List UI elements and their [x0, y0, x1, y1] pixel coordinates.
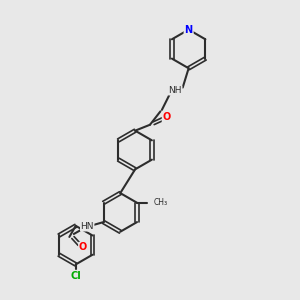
Text: N: N [184, 25, 193, 34]
Text: Cl: Cl [70, 271, 81, 281]
Text: NH: NH [169, 86, 182, 95]
Text: CH₃: CH₃ [153, 198, 167, 207]
Text: O: O [162, 112, 170, 122]
Text: HN: HN [80, 222, 94, 231]
Text: O: O [79, 242, 87, 252]
